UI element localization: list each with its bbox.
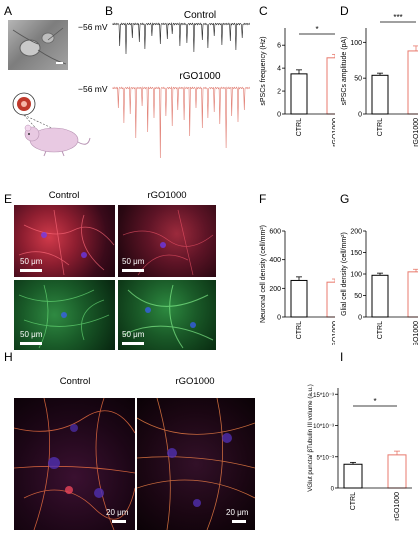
scale-bar bbox=[20, 342, 42, 345]
y-tick-label: 0 bbox=[277, 112, 281, 119]
y-tick-label: 0 bbox=[277, 315, 281, 322]
bar bbox=[371, 74, 389, 115]
glia-control-image: 50 μm bbox=[14, 280, 115, 350]
chart-i: 0 5*10⁻³ 10*10⁻³ 15*10⁻³ CTRL rGO1000 * VGlut p… bbox=[307, 384, 412, 521]
x-tick-label: CTRL bbox=[350, 492, 357, 510]
scale-label: 20 μm bbox=[106, 508, 129, 517]
bar bbox=[407, 50, 418, 115]
y-tick-label: 0 bbox=[358, 315, 362, 322]
y-tick-label: 0 bbox=[358, 112, 362, 119]
y-tick-label: 2 bbox=[277, 89, 281, 96]
panel-label-i: I bbox=[340, 350, 344, 364]
panel-label-h: H bbox=[4, 350, 13, 364]
trace-line bbox=[112, 86, 250, 159]
bar bbox=[407, 271, 418, 318]
x-tick-label: CTRL bbox=[296, 118, 303, 136]
panel-h-control-title: Control bbox=[59, 376, 91, 387]
scale-label: 50 μm bbox=[20, 257, 43, 266]
scale-bar bbox=[112, 520, 126, 523]
bar bbox=[387, 454, 407, 489]
y-tick-label: 4 bbox=[277, 66, 281, 73]
vglut-rgo-image: 20 μm bbox=[137, 398, 255, 530]
y-axis-label: sPSCs frequency (Hz) bbox=[260, 36, 267, 105]
y-tick-label: 150 bbox=[350, 250, 362, 257]
bar bbox=[290, 73, 308, 115]
panel-label-d: D bbox=[340, 4, 349, 18]
significance-marker: *** bbox=[393, 13, 402, 22]
chart-c: 0 2 4 6 CTRL rGO1000 * sPSCs frequency (Hz) bbox=[260, 25, 335, 147]
neuron-rgo-image: 50 μm bbox=[118, 205, 216, 277]
trace-control-vm: −56 mV bbox=[78, 22, 108, 32]
scale-bar bbox=[20, 269, 42, 272]
rgo-trace bbox=[112, 86, 250, 159]
trace-line bbox=[112, 22, 250, 55]
x-tick-label: rGO1000 bbox=[413, 118, 418, 147]
y-axis-label: VGlut puncta/ βTubulin III volume (a.u.) bbox=[307, 384, 314, 492]
y-axis-label: sPSCs amplitude (pA) bbox=[341, 37, 348, 106]
y-tick-label: 100 bbox=[350, 272, 362, 279]
chart-d: 0 50 100 CTRL rGO1000 *** sPSCs amplitude (pA) bbox=[341, 13, 418, 147]
y-tick-label: 600 bbox=[269, 229, 281, 236]
mouse-illustration bbox=[12, 92, 91, 157]
trace-control-title: Control bbox=[183, 10, 217, 21]
scale-bar bbox=[122, 342, 144, 345]
trace-rgo-title: rGO1000 bbox=[179, 71, 221, 82]
y-axis-label: Neuronal cell density (cell/mm²) bbox=[260, 225, 267, 323]
bar bbox=[326, 57, 335, 115]
panel-label-c: C bbox=[259, 4, 268, 18]
chart-g: 0 50 100 150 200 CTRL rGO1000 Glial cell densit… bbox=[341, 229, 418, 345]
y-tick-label: 10*10⁻³ bbox=[313, 424, 334, 430]
x-tick-label: rGO1000 bbox=[394, 492, 401, 521]
y-tick-label: 200 bbox=[269, 286, 281, 293]
y-tick-label: 50 bbox=[354, 76, 362, 83]
panel-e-control-title: Control bbox=[48, 190, 80, 201]
vglut-control-image: 20 μm bbox=[14, 398, 135, 530]
scale-label: 50 μm bbox=[20, 330, 43, 339]
y-tick-label: 50 bbox=[354, 293, 362, 300]
x-tick-label: CTRL bbox=[296, 321, 303, 339]
y-tick-label: 15*10⁻³ bbox=[313, 393, 334, 399]
panel-label-g: G bbox=[340, 192, 350, 206]
y-tick-label: 100 bbox=[350, 40, 362, 47]
scale-label: 50 μm bbox=[122, 330, 145, 339]
dic-micrograph bbox=[8, 20, 68, 70]
y-tick-label: 0 bbox=[331, 487, 335, 493]
scale-bar bbox=[122, 269, 144, 272]
trace-rgo-vm: −56 mV bbox=[78, 84, 108, 94]
neuron-control-image: 50 μm bbox=[14, 205, 115, 277]
scale-bar bbox=[232, 520, 246, 523]
panel-e-rgo-title: rGO1000 bbox=[147, 190, 187, 201]
chart-f: 0 200 400 600 CTRL rGO1000 Neuronal cell densi… bbox=[260, 225, 335, 345]
y-tick-label: 6 bbox=[277, 43, 281, 50]
scale-label: 50 μm bbox=[122, 257, 145, 266]
panel-label-b: B bbox=[105, 4, 114, 18]
dic-neuron-shapes bbox=[12, 27, 67, 65]
glia-rgo-image: 50 μm bbox=[118, 280, 216, 350]
x-tick-label: CTRL bbox=[377, 321, 384, 339]
x-tick-label: CTRL bbox=[377, 118, 384, 136]
scale-label: 20 μm bbox=[226, 508, 249, 517]
x-tick-label: rGO1000 bbox=[332, 321, 335, 345]
y-tick-label: 200 bbox=[350, 229, 362, 236]
y-tick-label: 5*10⁻³ bbox=[316, 455, 334, 461]
bar bbox=[290, 279, 308, 318]
panel-label-f: F bbox=[259, 192, 267, 206]
x-tick-label: rGO1000 bbox=[332, 118, 335, 147]
y-tick-label: 400 bbox=[269, 257, 281, 264]
x-tick-label: rGO1000 bbox=[413, 321, 418, 345]
significance-marker: * bbox=[373, 397, 376, 406]
significance-marker: * bbox=[315, 25, 318, 34]
y-axis-label: Glial cell density (cell/mm²) bbox=[341, 232, 348, 316]
panel-h-rgo-title: rGO1000 bbox=[175, 376, 215, 387]
panel-label-e: E bbox=[4, 192, 13, 206]
bar bbox=[371, 274, 389, 318]
bar bbox=[326, 281, 335, 318]
control-trace bbox=[112, 22, 250, 55]
panel-label-a: A bbox=[4, 4, 13, 18]
bar bbox=[343, 463, 363, 489]
